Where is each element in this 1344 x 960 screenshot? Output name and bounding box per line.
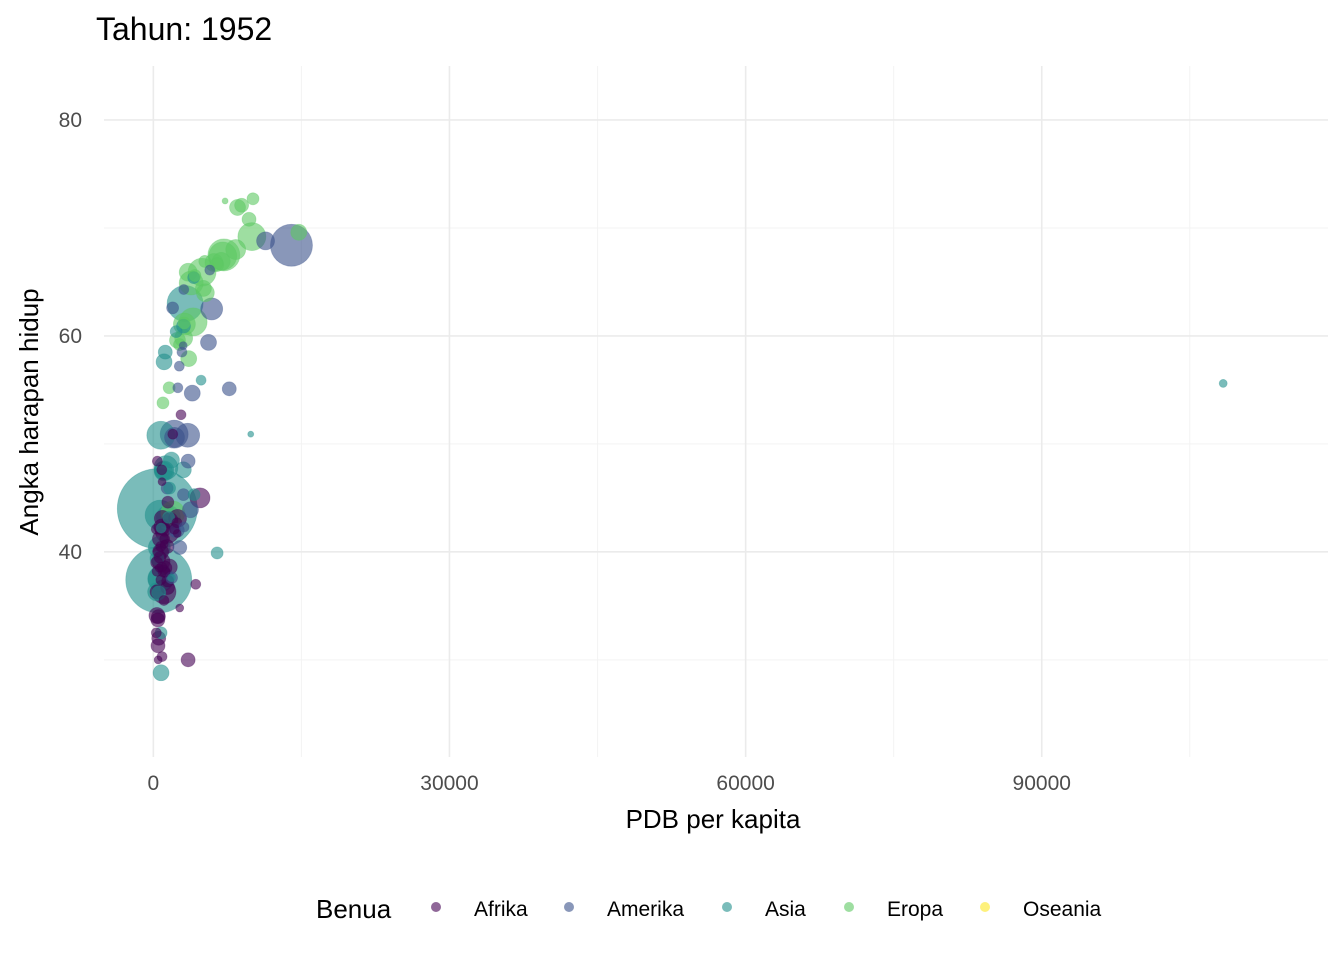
legend-title: Benua: [316, 894, 392, 924]
data-point-amerika: [166, 301, 180, 315]
data-point-asia: [195, 374, 207, 386]
data-point-amerika: [172, 382, 184, 394]
data-point-amerika: [180, 453, 196, 469]
data-point-amerika: [183, 384, 201, 402]
data-point-eropa: [246, 192, 260, 206]
legend-label-eropa: Eropa: [887, 898, 943, 921]
legend-label-amerika: Amerika: [607, 898, 684, 921]
x-axis-ticks: 0 30000 60000 90000: [148, 772, 1071, 795]
x-tick-label: 90000: [1013, 772, 1071, 795]
legend: Benua Afrika Amerika Asia Eropa Oseania: [316, 894, 1102, 924]
data-point-amerika: [178, 341, 188, 351]
data-point-eropa: [234, 197, 250, 213]
data-point-asia: [1218, 379, 1228, 388]
data-point-afrika: [157, 477, 167, 487]
y-tick-label: 80: [59, 109, 82, 132]
data-point-asia: [155, 522, 167, 534]
data-point-asia: [157, 344, 173, 360]
data-point-eropa: [290, 223, 308, 241]
y-axis-title: Angka harapan hidup: [14, 288, 44, 535]
data-point-amerika: [178, 521, 190, 533]
data-point-eropa: [195, 280, 212, 297]
data-point-amerika: [172, 540, 188, 555]
data-point-asia: [152, 664, 170, 682]
x-tick-label: 30000: [420, 772, 478, 795]
data-point-asia: [187, 488, 201, 502]
data-point-amerika: [177, 488, 190, 502]
data-point-amerika: [221, 381, 237, 397]
data-point-afrika: [150, 627, 162, 639]
y-tick-label: 60: [59, 325, 82, 348]
chart-title: Tahun: 1952: [96, 11, 272, 47]
data-point-amerika: [173, 360, 185, 372]
x-tick-label: 60000: [716, 772, 774, 795]
legend-key-amerika: [564, 902, 574, 912]
data-point-asia: [247, 430, 255, 438]
y-tick-label: 40: [59, 541, 82, 564]
legend-key-eropa: [844, 902, 854, 912]
data-points: [116, 192, 1228, 682]
data-point-eropa: [225, 239, 247, 260]
data-point-afrika: [158, 595, 170, 606]
data-point-eropa: [198, 255, 212, 268]
data-point-eropa: [241, 211, 257, 227]
data-point-amerika: [178, 284, 190, 295]
data-point-eropa: [221, 197, 229, 205]
data-point-afrika: [180, 652, 196, 668]
data-point-asia: [163, 481, 176, 495]
data-point-eropa: [188, 269, 202, 282]
legend-key-afrika: [431, 902, 441, 912]
data-point-afrika: [159, 539, 169, 549]
legend-label-afrika: Afrika: [474, 898, 528, 921]
data-point-afrika: [161, 495, 175, 509]
data-point-asia: [163, 451, 180, 469]
data-point-afrika: [154, 563, 164, 573]
grid: [104, 66, 1328, 757]
data-point-amerika: [182, 501, 199, 519]
data-point-asia: [167, 573, 176, 583]
data-point-afrika: [150, 638, 166, 654]
data-point-afrika: [151, 455, 163, 467]
legend-label-asia: Asia: [765, 898, 806, 921]
data-point-afrika: [150, 612, 166, 628]
data-point-asia: [162, 510, 176, 524]
data-point-afrika: [175, 409, 187, 421]
data-point-eropa: [177, 316, 191, 330]
data-point-afrika: [167, 428, 179, 440]
legend-key-asia: [722, 902, 732, 912]
data-point-afrika: [172, 529, 182, 538]
legend-key-oseania: [980, 902, 990, 912]
data-point-afrika: [153, 655, 163, 665]
data-point-asia: [210, 546, 224, 560]
data-point-eropa: [156, 396, 170, 410]
y-axis-ticks: 40 60 80: [59, 109, 82, 564]
data-point-afrika: [155, 574, 167, 586]
data-point-afrika: [175, 603, 185, 613]
x-tick-label: 0: [148, 772, 160, 795]
data-point-asia: [169, 325, 183, 339]
x-axis-title: PDB per kapita: [626, 804, 801, 834]
legend-label-oseania: Oseania: [1023, 898, 1102, 921]
data-point-amerika: [256, 231, 275, 251]
data-point-afrika: [152, 546, 164, 558]
data-point-amerika: [200, 333, 217, 351]
data-point-amerika: [204, 264, 216, 276]
data-point-afrika: [156, 464, 168, 476]
data-point-afrika: [190, 578, 202, 590]
